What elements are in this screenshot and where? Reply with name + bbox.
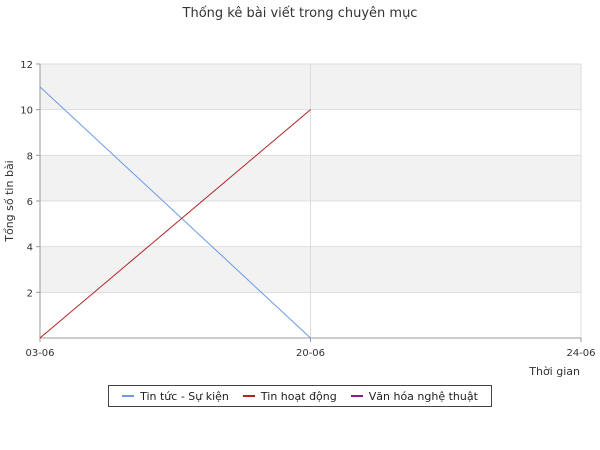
y-tick-label: 12 <box>20 60 33 71</box>
series-line <box>39 109 311 339</box>
y-axis-label: Tổng số tin bài <box>3 160 16 242</box>
legend-swatch <box>350 395 363 397</box>
chart-title: Thống kê bài viết trong chuyên mục <box>182 6 418 21</box>
legend-label: Tin hoạt động <box>260 389 337 403</box>
x-axis-label: Thời gian <box>528 365 580 378</box>
y-tick-label: 10 <box>20 106 33 117</box>
legend-swatch <box>242 395 255 397</box>
legend-item: Tin tức - Sự kiện <box>122 390 229 403</box>
legend-item: Văn hóa nghệ thuật <box>350 389 478 403</box>
series-line <box>39 86 311 339</box>
legend-item: Tin hoạt động <box>242 389 337 403</box>
y-tick-label: 2 <box>27 288 33 299</box>
x-tick-label: 24-06 <box>566 348 595 359</box>
legend-label: Văn hóa nghệ thuật <box>368 389 478 403</box>
legend-swatch <box>122 395 135 397</box>
y-tick-label: 4 <box>27 243 33 254</box>
legend: Tin tức - Sự kiện Tin hoạt động Văn hóa ng… <box>108 385 492 407</box>
x-tick-label: 03-06 <box>25 348 54 359</box>
y-tick-label: 6 <box>27 197 33 208</box>
legend-label: Tin tức - Sự kiện <box>140 389 229 403</box>
y-tick-label: 8 <box>27 151 33 162</box>
x-tick-label: 20-06 <box>296 348 325 359</box>
